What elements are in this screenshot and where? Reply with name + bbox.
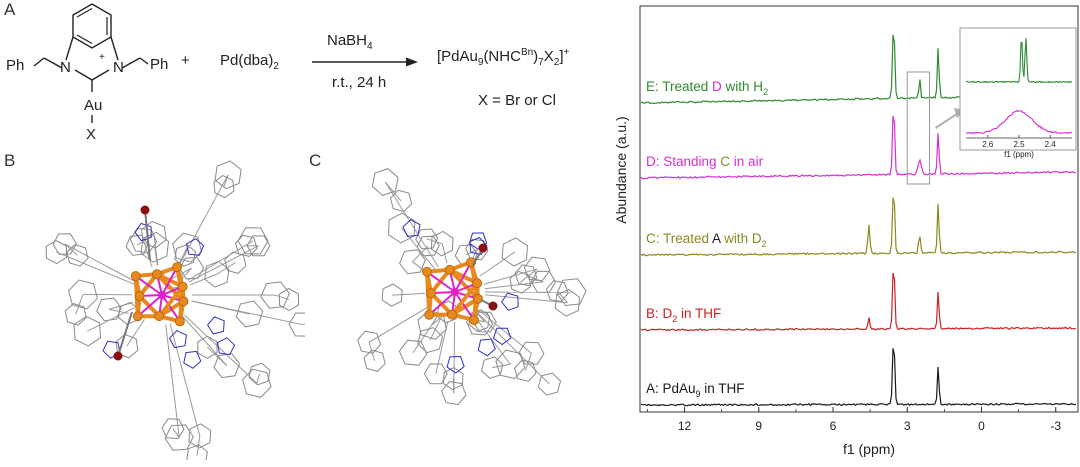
svg-text:+: +	[99, 52, 105, 63]
inset-trace-e	[966, 38, 1073, 84]
x-tick-label: -3	[1050, 419, 1061, 433]
crystal-structure-c	[357, 168, 587, 406]
panel-label-a: A	[4, 0, 16, 19]
spectrum-trace-c	[640, 197, 1077, 257]
trace-label-d: D: Standing C in air	[646, 154, 764, 169]
x-tick-label: 9	[755, 419, 762, 433]
spectrum-trace-a	[640, 348, 1077, 407]
x-axis-label: f1 (ppm)	[843, 441, 895, 457]
phenyl-right-label: Ph	[150, 56, 168, 73]
zoom-arrow	[934, 111, 961, 129]
spectrum-trace-b	[640, 272, 1077, 332]
halide-label: X	[86, 126, 96, 143]
halide-definition: X = Br or Cl	[478, 92, 556, 109]
pd-reagent: Pd(dba)2	[220, 52, 279, 72]
trace-label-a: A: PdAu9 in THF	[646, 381, 745, 399]
crystal-structure-b	[45, 160, 305, 460]
nhc-gold-structure: Ph N N Ph Au X +	[6, 3, 168, 143]
x-tick-label: 3	[904, 419, 911, 433]
x-tick-label: 12	[678, 419, 692, 433]
plot-frame	[639, 5, 1079, 413]
nmr-spectra-chart: 12 9 6 3 0 -3 f1 (ppm) Abundance (a.u.) A: PdAu9…	[613, 5, 1079, 457]
x-tick-label: 6	[830, 419, 837, 433]
x-tick-label: 0	[978, 419, 985, 433]
gold-atom-label: Au	[84, 97, 102, 114]
inset-tick-label: 2.4	[1045, 140, 1057, 149]
product-formula: [PdAu9(NHCBn)7X2]+	[437, 47, 570, 68]
panel-label-b: B	[4, 151, 16, 170]
nitrogen-left-label: N	[60, 59, 71, 76]
nitrogen-right-label: N	[113, 59, 124, 76]
inset-frame	[959, 27, 1077, 151]
y-axis-label: Abundance (a.u.)	[613, 116, 629, 223]
spectrum-trace-d	[640, 115, 1076, 180]
reaction-conditions: r.t., 24 h	[332, 74, 387, 91]
zoom-region-box	[906, 71, 931, 185]
arrow-reagent: NaBH4	[327, 32, 373, 52]
phenyl-left-label: Ph	[6, 57, 24, 74]
inset-x-label: f1 (ppm)	[1004, 150, 1034, 159]
inset-tick-label: 2.6	[982, 140, 994, 149]
plus-sign: +	[181, 52, 190, 69]
panel-label-c: C	[309, 151, 322, 170]
trace-label-b: B: D2 in THF	[646, 306, 721, 324]
trace-label-e: E: Treated D with H2	[646, 79, 768, 97]
inset-tick-label: 2.5	[1013, 140, 1025, 149]
inset-trace-d	[965, 109, 1073, 135]
reaction-arrow	[312, 57, 418, 67]
trace-label-c: C: Treated A with D2	[646, 231, 767, 249]
